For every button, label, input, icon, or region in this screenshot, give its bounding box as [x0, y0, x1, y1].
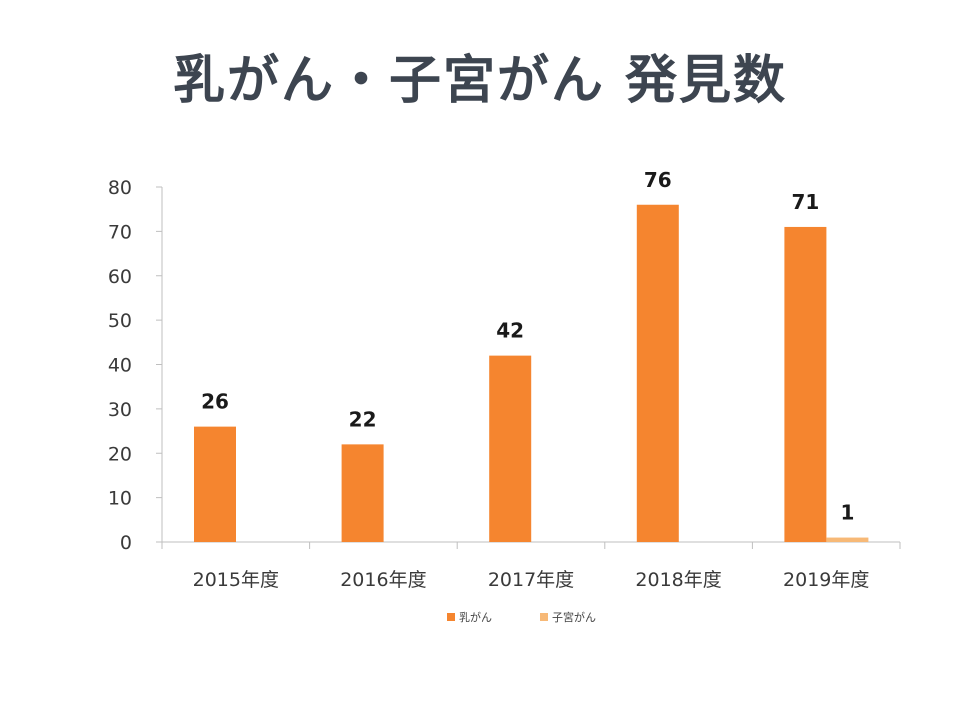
y-tick-label: 20 — [108, 443, 132, 465]
y-tick-label: 70 — [108, 221, 132, 243]
bar-shikyugan — [826, 537, 869, 542]
legend-label: 子宮がん — [552, 610, 596, 624]
y-tick-label: 40 — [108, 355, 132, 377]
y-tick-label: 60 — [108, 266, 132, 288]
data-label: 42 — [496, 319, 524, 343]
bar-nyugan — [636, 204, 679, 542]
x-category-label: 2017年度 — [488, 569, 574, 591]
legend-label: 乳がん — [459, 610, 492, 624]
bar-nyugan — [194, 426, 236, 542]
data-label: 1 — [840, 501, 854, 525]
data-label: 76 — [644, 168, 672, 192]
bar-nyugan — [341, 444, 384, 542]
y-tick-label: 30 — [108, 399, 132, 421]
x-category-label: 2018年度 — [635, 569, 721, 591]
y-tick-label: 0 — [120, 532, 132, 554]
y-tick-label: 50 — [108, 310, 132, 332]
y-tick-label: 10 — [108, 488, 132, 510]
data-label: 71 — [791, 190, 819, 214]
bar-nyugan — [489, 355, 532, 542]
bar-nyugan — [784, 226, 827, 542]
data-label: 26 — [201, 390, 229, 414]
y-tick-label: 80 — [108, 177, 132, 199]
data-label: 22 — [349, 407, 377, 431]
slide-title: 乳がん・子宮がん 発見数 — [172, 51, 788, 111]
legend-swatch — [447, 613, 455, 621]
x-category-label: 2015年度 — [193, 569, 279, 591]
x-category-label: 2019年度 — [783, 569, 869, 591]
legend-swatch — [540, 613, 548, 621]
x-category-label: 2016年度 — [340, 569, 426, 591]
